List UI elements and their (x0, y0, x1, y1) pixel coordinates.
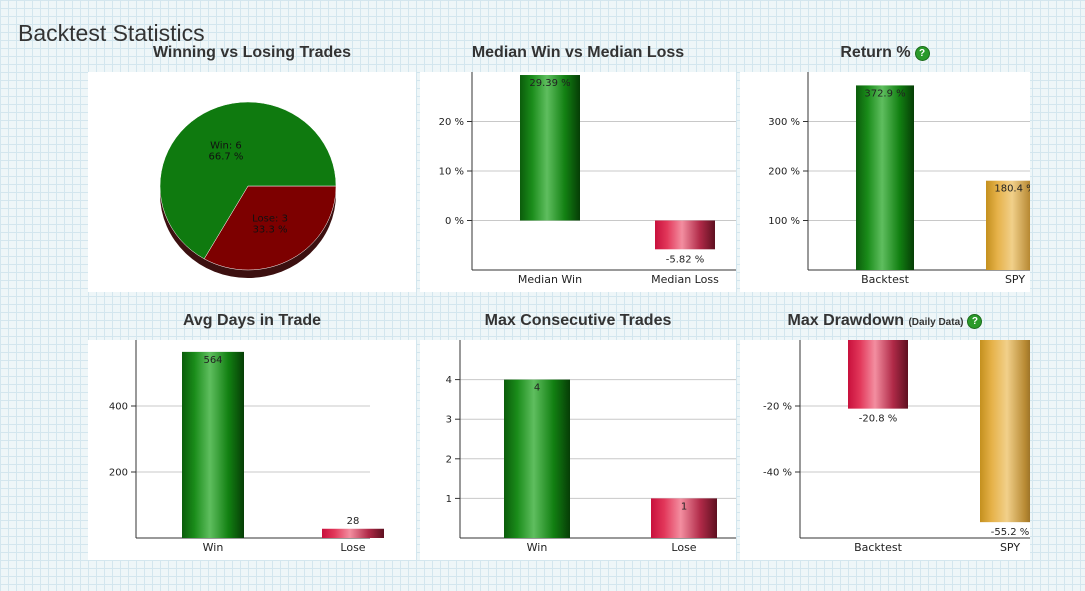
maxconsec-bar-chart: 1 2 3 4 4 Win 1 Lose (420, 340, 736, 560)
maxconsec-ytick-label: 4 (446, 375, 452, 386)
maxconsec-category-label-0: Win (527, 541, 548, 554)
pie-slice-0 (159, 101, 337, 260)
return-help-icon[interactable]: ? (914, 46, 930, 61)
drawdown-value-label-1: -55.2 % (991, 527, 1030, 538)
maxconsec-ytick-label: 2 (446, 454, 452, 465)
drawdown-chart-title: Max Drawdown (Daily Data)? (740, 312, 1030, 330)
median-value-label-1: -5.82 % (666, 254, 705, 265)
return-ytick-label: 200 % (768, 167, 800, 178)
page-title: Backtest Statistics (18, 20, 205, 47)
avgdays-category-label-0: Win (203, 541, 224, 554)
avgdays-bar-chart: 200 400 564 Win 28 Lose (88, 340, 416, 560)
return-value-label-1: 180.4 % (994, 184, 1030, 195)
median-ytick-label: 0 % (445, 216, 464, 227)
drawdown-bar-0 (848, 340, 908, 409)
maxconsec-ytick-label: 3 (446, 415, 452, 426)
median-bar-0 (520, 75, 580, 221)
drawdown-bar-1 (980, 340, 1030, 523)
maxconsec-bar-1 (651, 498, 717, 538)
return-bar-1 (986, 180, 1030, 270)
maxconsec-ytick-label: 1 (446, 494, 452, 505)
maxconsec-bar-0 (504, 379, 570, 538)
drawdown-help-icon[interactable]: ? (967, 314, 983, 329)
drawdown-ytick-label: -20 % (763, 402, 792, 413)
drawdown-bar-chart: -20 % -40 % -20.8 % Backtest -55.2 % SPY (740, 340, 1030, 560)
avgdays-plot-background (88, 340, 416, 560)
pie-label-0: Win: 6 (210, 141, 242, 152)
avgdays-bar-0 (182, 351, 244, 538)
drawdown-category-label-1: SPY (1000, 541, 1020, 554)
drawdown-ytick-label: -40 % (763, 468, 792, 479)
median-bar-chart: 0 % 10 % 20 % 29.39 % Median Win -5.82 % Media… (420, 72, 736, 292)
avgdays-bar-1 (322, 528, 384, 538)
maxconsec-value-label-0: 4 (534, 383, 540, 394)
avgdays-ytick-label: 200 (109, 468, 128, 479)
drawdown-value-label-0: -20.8 % (859, 414, 898, 425)
median-category-label-1: Median Loss (651, 273, 719, 286)
pie-pct-label-0: 66.7 % (208, 152, 243, 163)
pie-slice-1 (203, 185, 337, 271)
avgdays-chart-title: Avg Days in Trade (182, 312, 322, 329)
median-category-label-0: Median Win (518, 273, 582, 286)
avgdays-ytick-label: 400 (109, 402, 128, 413)
return-bar-0 (856, 85, 914, 271)
drawdown-category-label-0: Backtest (854, 541, 903, 554)
avgdays-category-label-1: Lose (340, 541, 365, 554)
median-value-label-0: 29.39 % (529, 78, 570, 89)
drawdown-chart-subtitle: (Daily Data) (908, 317, 964, 328)
drawdown-chart-title-text: Max Drawdown (787, 312, 904, 329)
maxconsec-value-label-1: 1 (681, 501, 687, 512)
avgdays-value-label-0: 564 (203, 355, 222, 366)
avgdays-value-label-1: 28 (347, 516, 360, 527)
return-value-label-0: 372.9 % (864, 88, 905, 99)
return-category-label-0: Backtest (861, 273, 910, 286)
return-chart-title: Return %? (740, 44, 1030, 62)
return-ytick-label: 300 % (768, 117, 800, 128)
maxconsec-chart-title: Max Consecutive Trades (484, 312, 672, 329)
median-chart-title: Median Win vs Median Loss (471, 44, 685, 61)
median-ytick-label: 10 % (439, 167, 464, 178)
winlose-chart-title: Winning vs Losing Trades (152, 44, 352, 61)
pie-pct-label-1: 33.3 % (253, 224, 288, 235)
winlose-pie-chart: Lose: 333.3 % Win: 666.7 % (88, 72, 416, 292)
return-category-label-1: SPY (1005, 273, 1025, 286)
median-ytick-label: 20 % (439, 117, 464, 128)
maxconsec-category-label-1: Lose (671, 541, 696, 554)
return-bar-chart: 100 % 200 % 300 % 372.9 % Backtest 180.4 % SPY (740, 72, 1030, 292)
return-ytick-label: 100 % (768, 216, 800, 227)
median-bar-1 (655, 220, 715, 250)
return-chart-title-text: Return % (840, 44, 911, 61)
pie-label-1: Lose: 3 (252, 213, 288, 224)
